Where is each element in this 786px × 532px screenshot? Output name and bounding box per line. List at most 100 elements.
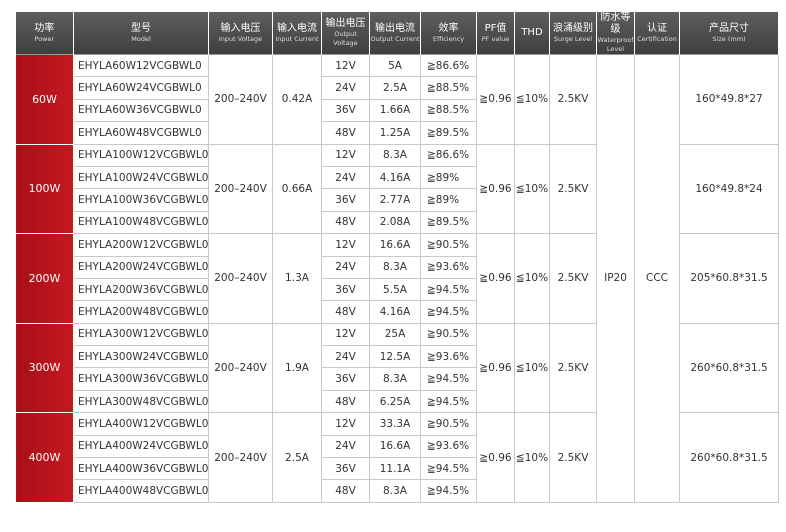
size-cell: 160*49.8*27 [679,54,779,145]
model-cell: EHYLA300W48VCGBWL0 [73,389,209,414]
surge-cell: 2.5KV [549,412,597,503]
header-en: Certification [637,34,677,43]
header-zh: 输出电流 [375,22,415,34]
input-voltage-cell: 200–240V [208,143,273,235]
input-current-cell: 1.9A [272,322,322,414]
header-en: Size (mm) [712,34,746,43]
thd-cell: ≦10% [514,412,550,503]
table-row: EHYLA60W24VCGBWL0 24V 2.5A ≧88.5% [16,76,779,100]
header-zh: 型号 [131,22,151,34]
surge-cell: 2.5KV [549,233,597,324]
header-en: Surge Level [553,34,593,43]
output-voltage-cell: 12V [321,143,370,167]
table-row: EHYLA400W48VCGBWL0 48V 8.3A ≧94.5% [16,479,779,503]
model-cell: EHYLA300W24VCGBWL0 [73,345,209,369]
certification-cell: CCC [634,54,680,503]
header-zh: 输入电流 [277,22,317,34]
model-cell: EHYLA200W24VCGBWL0 [73,255,209,279]
output-voltage-cell: 48V [321,121,370,145]
output-voltage-cell: 24V [321,76,370,100]
header-en: Output Voltage [333,30,358,47]
input-current-cell: 2.5A [272,412,322,503]
header-zh: 认证 [647,22,667,34]
table-row: EHYLA60W36VCGBWL0 36V 1.66A ≧88.5% [16,98,779,123]
output-current-cell: 8.3A [369,367,421,391]
header-cell: 浪涌级别 Surge Level [549,12,597,55]
pf-cell: ≧0.96 [476,143,515,235]
header-cell: 输出电流 Output Current [369,12,421,55]
output-current-cell: 5A [369,53,421,78]
efficiency-cell: ≧86.6% [420,53,477,78]
surge-cell: 2.5KV [549,322,597,414]
header-en: Power [34,34,55,43]
efficiency-cell: ≧94.5% [420,457,477,481]
efficiency-cell: ≧88.5% [420,76,477,100]
table-row: EHYLA300W36VCGBWL0 36V 8.3A ≧94.5% [16,367,779,391]
table-row: EHYLA60W48VCGBWL0 48V 1.25A ≧89.5% [16,121,779,145]
efficiency-cell: ≧89.5% [420,121,477,145]
surge-cell: 2.5KV [549,54,597,145]
header-zh: PF值 [484,22,507,34]
power-cell: 100W [15,143,74,235]
efficiency-cell: ≧88.5% [420,98,477,123]
model-cell: EHYLA60W36VCGBWL0 [73,98,209,123]
header-en: PF value [481,34,510,43]
table-row: EHYLA100W48VCGBWL0 48V 2.08A ≧89.5% [16,210,779,235]
header-cell: 防水等级 Waterproof Level [596,12,635,55]
output-voltage-cell: 48V [321,479,370,503]
efficiency-cell: ≧93.6% [420,345,477,369]
model-cell: EHYLA200W48VCGBWL0 [73,300,209,324]
efficiency-cell: ≧94.5% [420,479,477,503]
output-voltage-cell: 48V [321,300,370,324]
output-current-cell: 16.6A [369,233,421,257]
header-cell: THD [514,12,550,55]
model-cell: EHYLA100W48VCGBWL0 [73,210,209,235]
table-row: EHYLA300W24VCGBWL0 24V 12.5A ≧93.6% [16,345,779,369]
table-row: 60W EHYLA60W12VCGBWL0 200–240V 0.42A 12V 5A ≧8… [15,53,779,503]
output-current-cell: 12.5A [369,345,421,369]
output-voltage-cell: 24V [321,434,370,459]
model-cell: EHYLA400W36VCGBWL0 [73,457,209,481]
header-row: 功率 Power 型号 Model 输入电压 Input Voltage 输入电流 Input… [15,12,779,55]
model-cell: EHYLA100W24VCGBWL0 [73,165,209,190]
table-row: EHYLA400W24VCGBWL0 24V 16.6A ≧93.6% [16,434,779,459]
output-current-cell: 8.3A [369,255,421,279]
efficiency-cell: ≧89.5% [420,210,477,235]
header-zh: 输出电压 [325,18,366,29]
table-row: EHYLA200W48VCGBWL0 48V 4.16A ≧94.5% [16,300,779,324]
efficiency-cell: ≧90.5% [420,233,477,257]
output-voltage-cell: 12V [321,53,370,78]
header-zh: 浪涌级别 [553,22,593,34]
output-current-cell: 8.3A [369,479,421,503]
header-cell: 型号 Model [73,12,209,55]
header-en: Efficiency [432,34,465,43]
output-voltage-cell: 48V [321,210,370,235]
output-current-cell: 2.77A [369,188,421,212]
output-current-cell: 6.25A [369,389,421,414]
surge-cell: 2.5KV [549,143,597,235]
header-zh: THD [521,27,543,38]
waterproof-cell: IP20 [596,54,635,503]
output-voltage-cell: 36V [321,367,370,391]
header-cell: 功率 Power [15,12,74,55]
header-zh: 防水等级 [600,12,631,35]
model-cell: EHYLA100W12VCGBWL0 [73,143,209,167]
output-voltage-cell: 48V [321,389,370,414]
output-current-cell: 2.5A [369,76,421,100]
header-en: Input Current [275,34,319,43]
header-zh: 输入电压 [220,22,261,34]
header-en: Output Current [370,34,420,43]
header-cell: 认证 Certification [634,12,680,55]
input-current-cell: 1.3A [272,233,322,324]
thd-cell: ≦10% [514,143,550,235]
table-row: 100W EHYLA100W12VCGBWL0 200–240V 0.66A 12V 8.… [15,143,779,235]
output-current-cell: 8.3A [369,143,421,167]
size-cell: 260*60.8*31.5 [679,322,779,414]
table-row: 400W EHYLA400W12VCGBWL0 200–240V 2.5A 12V 33.… [15,412,779,503]
output-current-cell: 16.6A [369,434,421,459]
thd-cell: ≦10% [514,54,550,145]
model-cell: EHYLA200W12VCGBWL0 [73,233,209,257]
model-cell: EHYLA400W48VCGBWL0 [73,479,209,503]
size-cell: 205*60.8*31.5 [679,233,779,324]
